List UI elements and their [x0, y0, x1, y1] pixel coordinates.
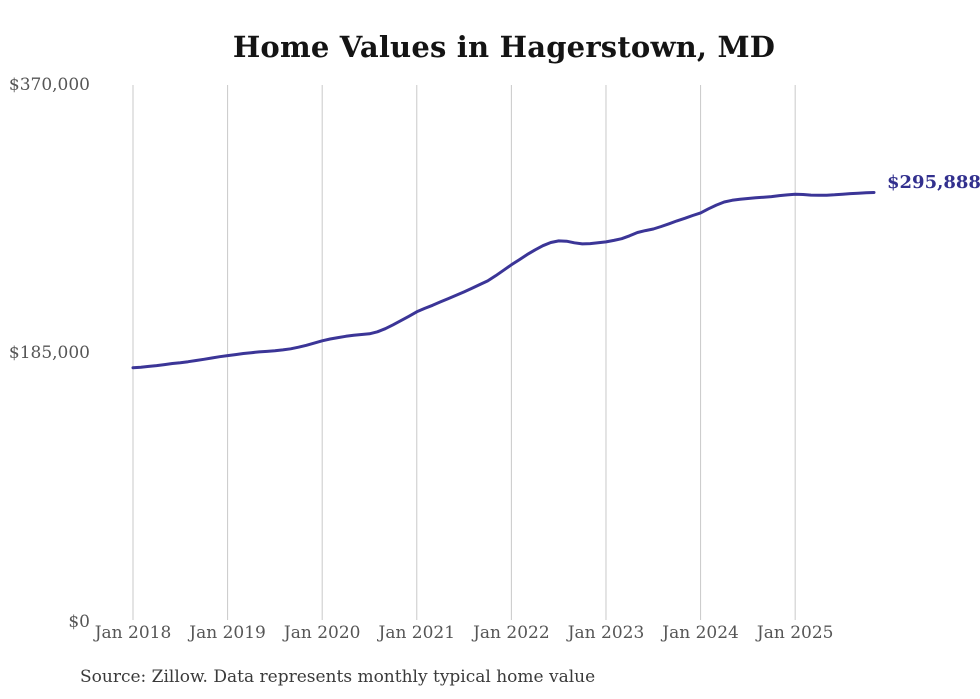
- y-tick-label: $370,000: [8, 75, 90, 95]
- x-tick-label: Jan 2019: [189, 623, 266, 643]
- gridlines: [132, 85, 796, 620]
- x-tick-label: Jan 2025: [756, 623, 834, 643]
- y-tick-label: $185,000: [8, 343, 90, 364]
- x-tick-label: Jan 2021: [378, 623, 456, 643]
- chart-title: Home Values in Hagerstown, MD: [232, 30, 776, 64]
- x-tick-label: Jan 2020: [283, 623, 361, 643]
- latest-value-label: $295,888: [887, 171, 980, 193]
- x-tick-label: Jan 2018: [94, 623, 172, 643]
- x-tick-label: Jan 2022: [473, 623, 550, 643]
- home-value-line: [131, 191, 876, 370]
- y-tick-label: $0: [68, 611, 90, 632]
- x-tick-label: Jan 2024: [662, 623, 739, 643]
- source-note: Source: Zillow. Data represents monthly …: [80, 667, 596, 687]
- x-tick-label: Jan 2023: [567, 623, 645, 643]
